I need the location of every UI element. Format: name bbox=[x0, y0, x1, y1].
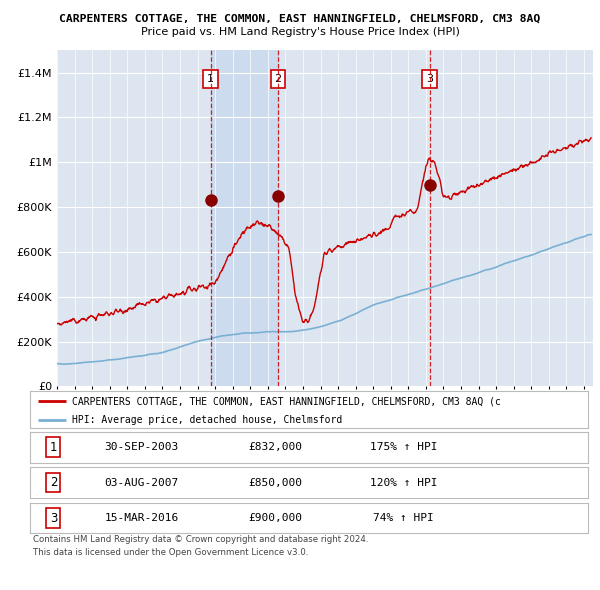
Text: Price paid vs. HM Land Registry's House Price Index (HPI): Price paid vs. HM Land Registry's House … bbox=[140, 27, 460, 37]
Text: £850,000: £850,000 bbox=[248, 478, 302, 487]
Text: 120% ↑ HPI: 120% ↑ HPI bbox=[370, 478, 437, 487]
Text: 03-AUG-2007: 03-AUG-2007 bbox=[104, 478, 179, 487]
Text: Contains HM Land Registry data © Crown copyright and database right 2024.: Contains HM Land Registry data © Crown c… bbox=[33, 535, 368, 544]
Text: HPI: Average price, detached house, Chelmsford: HPI: Average price, detached house, Chel… bbox=[72, 415, 342, 425]
Text: This data is licensed under the Open Government Licence v3.0.: This data is licensed under the Open Gov… bbox=[33, 548, 308, 557]
Text: 30-SEP-2003: 30-SEP-2003 bbox=[104, 442, 179, 452]
Text: 2: 2 bbox=[50, 476, 57, 489]
Text: 2: 2 bbox=[274, 74, 281, 84]
Text: 1: 1 bbox=[207, 74, 214, 84]
Text: 175% ↑ HPI: 175% ↑ HPI bbox=[370, 442, 437, 452]
Bar bbox=[211, 50, 278, 386]
Text: 74% ↑ HPI: 74% ↑ HPI bbox=[373, 513, 434, 523]
Text: £832,000: £832,000 bbox=[248, 442, 302, 452]
Text: CARPENTERS COTTAGE, THE COMMON, EAST HANNINGFIELD, CHELMSFORD, CM3 8AQ: CARPENTERS COTTAGE, THE COMMON, EAST HAN… bbox=[59, 14, 541, 24]
Text: 1: 1 bbox=[50, 441, 57, 454]
Text: 15-MAR-2016: 15-MAR-2016 bbox=[104, 513, 179, 523]
Text: 3: 3 bbox=[426, 74, 433, 84]
Text: 3: 3 bbox=[50, 512, 57, 525]
Text: CARPENTERS COTTAGE, THE COMMON, EAST HANNINGFIELD, CHELMSFORD, CM3 8AQ (c: CARPENTERS COTTAGE, THE COMMON, EAST HAN… bbox=[72, 396, 501, 406]
Text: £900,000: £900,000 bbox=[248, 513, 302, 523]
